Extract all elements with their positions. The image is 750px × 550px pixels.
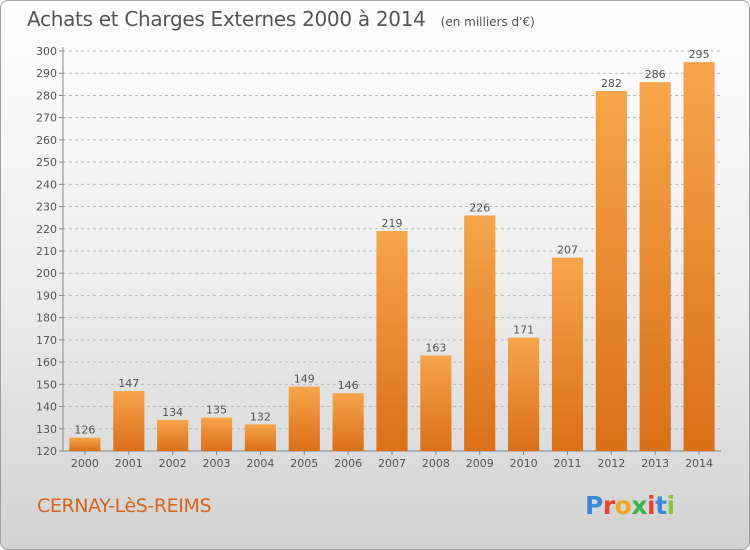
x-tick-labels: 2000 2001 2002 2003 2004 2005 2006 2007 2008 2009… — [71, 457, 713, 470]
data-label: 149 — [294, 373, 315, 386]
y-tick-label: 160 — [36, 356, 57, 369]
data-label: 146 — [338, 379, 359, 392]
bar-2012 — [595, 91, 627, 451]
logo-letter: t — [655, 491, 667, 520]
x-tick-label: 2012 — [597, 457, 625, 470]
x-tick-label: 2005 — [290, 457, 318, 470]
y-tick-label: 190 — [36, 289, 57, 302]
logo-letter: P — [585, 491, 603, 520]
x-tick-label: 2001 — [115, 457, 143, 470]
x-tick-label: 2010 — [510, 457, 538, 470]
bar-2004 — [244, 424, 276, 451]
data-label: 286 — [645, 68, 666, 81]
bar-2003 — [200, 417, 233, 451]
y-tick-label: 180 — [36, 312, 57, 325]
x-tick-label: 2013 — [641, 457, 669, 470]
y-tick-label: 250 — [36, 156, 57, 169]
bar-2006 — [332, 393, 364, 451]
y-tick-label: 240 — [36, 178, 57, 191]
data-label: 163 — [425, 341, 446, 354]
bar-2008 — [420, 355, 452, 451]
bar-2007 — [376, 231, 408, 451]
y-tick-label: 220 — [36, 223, 57, 236]
logo-letter: i — [666, 491, 676, 520]
x-tick-label: 2008 — [422, 457, 450, 470]
bar-2002 — [157, 419, 189, 451]
title-row: Achats et Charges Externes 2000 à 2014 (… — [27, 7, 535, 31]
bar-2001 — [113, 391, 145, 451]
y-tick-label: 150 — [36, 378, 57, 391]
logo-letter: x — [631, 491, 647, 520]
x-tick-label: 2002 — [159, 457, 187, 470]
data-label: 295 — [689, 48, 710, 61]
bar-2014 — [683, 62, 715, 451]
bar-2005 — [288, 386, 320, 451]
x-tick-label: 2004 — [246, 457, 274, 470]
y-tick-label: 280 — [36, 89, 57, 102]
data-label: 282 — [601, 77, 622, 90]
logo-letter: o — [614, 491, 632, 520]
bar-2000 — [69, 437, 101, 451]
data-label: 135 — [206, 404, 227, 417]
y-tick-label: 270 — [36, 112, 57, 125]
data-label: 207 — [557, 244, 578, 257]
y-tick-label: 130 — [36, 423, 57, 436]
logo-letter: r — [602, 491, 615, 520]
y-tick-label: 200 — [36, 267, 57, 280]
x-tick-label: 2000 — [71, 457, 99, 470]
bars — [69, 62, 715, 451]
x-tick-label: 2003 — [203, 457, 231, 470]
y-tick-label: 260 — [36, 134, 57, 147]
y-tick-label: 300 — [36, 45, 57, 58]
data-label: 147 — [118, 377, 139, 390]
data-label: 226 — [469, 201, 490, 214]
location-label: CERNAY-LèS-REIMS — [37, 495, 212, 517]
bar-2011 — [551, 257, 584, 451]
unit-label: (en milliers d'€) — [440, 15, 535, 29]
bar-2009 — [464, 215, 496, 451]
data-label: 132 — [250, 410, 271, 423]
x-tick-label: 2007 — [378, 457, 406, 470]
data-label: 134 — [162, 406, 183, 419]
data-label: 171 — [513, 324, 534, 337]
bar-2013 — [639, 82, 671, 451]
data-labels: 126 147 134 135 132 149 146 219 163 226 171 207 282 2… — [74, 48, 709, 437]
y-tick-label: 230 — [36, 201, 57, 214]
x-tick-label: 2009 — [466, 457, 494, 470]
y-tick-label: 170 — [36, 334, 57, 347]
x-tick-label: 2006 — [334, 457, 362, 470]
bar-2010 — [508, 337, 540, 451]
y-tick-label: 140 — [36, 401, 57, 414]
proxiti-logo: Proxiti — [585, 491, 675, 520]
data-label: 219 — [382, 217, 403, 230]
y-tick-label: 120 — [36, 445, 57, 458]
logo-letter: i — [647, 491, 656, 520]
chart-title: Achats et Charges Externes 2000 à 2014 — [27, 7, 426, 31]
y-tick-label: 290 — [36, 67, 57, 80]
y-tick-labels: 120 130 140 150 160 170 180 190 200 210 220 230 240 2… — [36, 45, 57, 458]
x-tick-label: 2014 — [685, 457, 713, 470]
data-label: 126 — [74, 424, 95, 437]
y-tick-label: 210 — [36, 245, 57, 258]
x-tick-label: 2011 — [553, 457, 581, 470]
